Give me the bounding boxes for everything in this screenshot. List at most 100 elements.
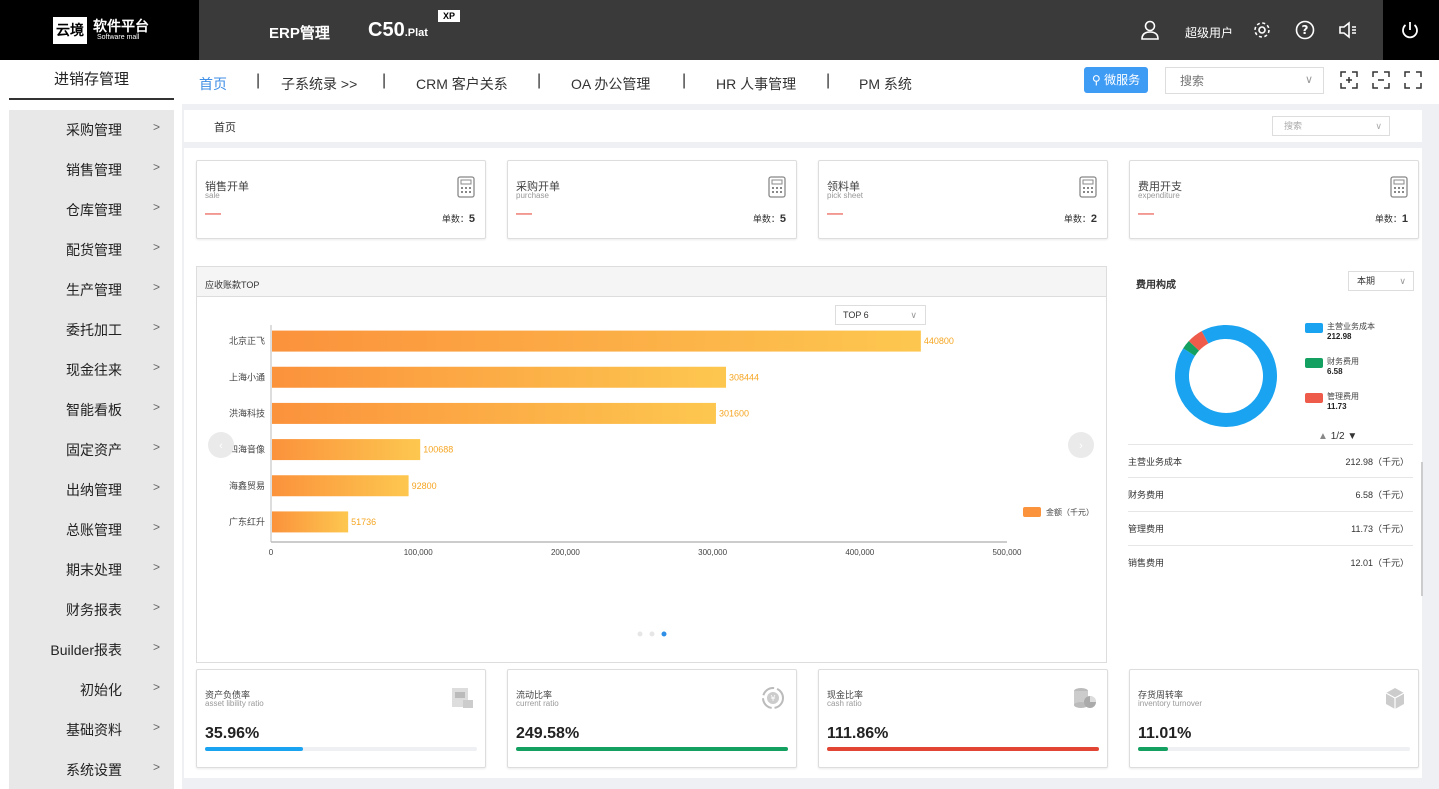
tab-crm[interactable]: CRM 客户关系 [416, 76, 508, 92]
sidebar-item-basic-data[interactable]: 基础资料 > [9, 710, 174, 750]
sidebar-item-fixed-assets[interactable]: 固定资产 > [9, 430, 174, 470]
erp-title[interactable]: ERP管理 [269, 25, 330, 42]
tab-pm[interactable]: PM 系统 [859, 76, 912, 92]
ratio-subtitle: cash ratio [827, 699, 862, 708]
period-select[interactable]: 本期 ∨ [1348, 271, 1414, 291]
calculator-icon [1079, 176, 1097, 198]
help-icon[interactable]: ? [1294, 19, 1316, 41]
sidebar-item-label: 智能看板 [66, 402, 122, 418]
sidebar-item-label: 系统设置 [66, 762, 122, 778]
fullscreen-icon[interactable] [1404, 71, 1422, 89]
stat-card-sale[interactable]: 销售开单 sale — 单数：5 [196, 160, 486, 239]
breadcrumb[interactable]: 首页 [214, 122, 236, 134]
user-icon[interactable] [1139, 19, 1161, 41]
sidebar-item-sales[interactable]: 销售管理 > [9, 150, 174, 190]
power-icon[interactable] [1399, 19, 1421, 41]
sidebar-title[interactable]: 进销存管理 [9, 60, 174, 100]
legend-name: 主营业务成本 [1327, 322, 1375, 331]
focus-icon[interactable] [1340, 71, 1358, 89]
logo-title: 软件平台 [93, 18, 149, 34]
sidebar-item-outsourcing[interactable]: 委托加工 > [9, 310, 174, 350]
sidebar-item-label: 仓库管理 [66, 202, 122, 218]
pager-down-icon[interactable]: ▼ [1347, 431, 1358, 442]
search-input[interactable] [1166, 68, 1286, 93]
sidebar: 进销存管理 采购管理 > 销售管理 > 仓库管理 > 配货管理 > 生产管理 > 委托加工… [0, 60, 182, 789]
top-n-select[interactable]: TOP 6 ∨ [835, 305, 926, 325]
sidebar-item-warehouse[interactable]: 仓库管理 > [9, 190, 174, 230]
sidebar-item-cashier[interactable]: 出纳管理 > [9, 470, 174, 510]
tab-hr[interactable]: HR 人事管理 [716, 76, 797, 92]
stat-count-label: 单数： [752, 214, 780, 224]
fee-list-scrollbar[interactable] [1421, 462, 1423, 596]
breadcrumb-search[interactable]: 搜索 ∨ [1272, 116, 1390, 136]
receivable-header: 应收账款TOP [197, 267, 1106, 297]
tab-subsystems[interactable]: 子系统录 >> [281, 76, 358, 92]
sidebar-item-dashboard[interactable]: 智能看板 > [9, 390, 174, 430]
ratio-card-asset-liability[interactable]: 资产负债率 asset libility ratio 35.96% [196, 669, 486, 768]
stat-card-purchase[interactable]: 采购开单 purchase — 单数：5 [507, 160, 797, 239]
sidebar-item-settings[interactable]: 系统设置 > [9, 750, 174, 789]
ratio-progress-fill [827, 747, 1099, 751]
ratio-progress-fill [205, 747, 303, 751]
carousel-prev-button [208, 432, 234, 458]
chevron-right-icon: > [153, 600, 161, 614]
tab-home[interactable]: 首页 [199, 76, 227, 92]
chevron-right-icon: > [153, 720, 161, 734]
bar [272, 511, 349, 533]
fee-composition-panel: 费用构成 本期 ∨ 主营业务成本 212.98 财务费用 6.58 管理费用 11… [1128, 266, 1423, 606]
ratio-card-inventory[interactable]: 存货周转率 inventory turnover 11.01% [1129, 669, 1419, 768]
tab-oa[interactable]: OA 办公管理 [571, 76, 651, 92]
ratio-progress [827, 747, 1099, 751]
sidebar-item-label: 生产管理 [66, 282, 122, 298]
micro-service-button[interactable]: ⚲ 微服务 [1084, 67, 1148, 93]
legend-swatch [1305, 358, 1323, 368]
sidebar-item-init[interactable]: 初始化 > [9, 670, 174, 710]
pager-up-icon[interactable]: ▲ [1318, 431, 1328, 442]
stat-dash: — [516, 205, 532, 222]
sidebar-item-cash[interactable]: 现金往来 > [9, 350, 174, 390]
sidebar-item-production[interactable]: 生产管理 > [9, 270, 174, 310]
donut-slice[interactable] [1188, 331, 1209, 351]
stat-count: 单数：5 [753, 212, 786, 225]
coins-chart-icon [1074, 688, 1096, 708]
sidebar-item-ledger[interactable]: 总账管理 > [9, 510, 174, 550]
pager-text: 1/2 [1330, 431, 1345, 442]
bar [272, 402, 716, 424]
stat-count-value: 5 [468, 213, 475, 225]
sidebar-item-financial-reports[interactable]: 财务报表 > [9, 590, 174, 630]
chevron-right-icon: > [153, 360, 161, 374]
shrink-icon[interactable] [1372, 71, 1390, 89]
speaker-icon[interactable] [1337, 19, 1359, 41]
balance-sheet-icon [452, 688, 473, 708]
sidebar-item-distribution[interactable]: 配货管理 > [9, 230, 174, 270]
stat-title: 采购开单 [516, 181, 560, 193]
stat-count: 单数：1 [1375, 212, 1408, 225]
stat-count-value: 2 [1090, 213, 1097, 225]
legend-pager: ▲ 1/2 ▼ [1318, 431, 1357, 442]
logo[interactable]: 云境 软件平台 Software mall [0, 0, 199, 60]
gear-icon[interactable] [1251, 19, 1273, 41]
stat-card-pick-sheet[interactable]: 领料单 pick sheet — 单数：2 [818, 160, 1108, 239]
ratio-subtitle: current ratio [516, 699, 559, 708]
donut-slice[interactable] [1183, 341, 1200, 356]
stat-card-expenditure[interactable]: 费用开支 expenditure — 单数：1 [1129, 160, 1419, 239]
stat-title: 领料单 [827, 181, 860, 193]
ratio-title: 存货周转率 [1138, 690, 1184, 700]
ratio-card-cash[interactable]: 现金比率 cash ratio 111.86% [818, 669, 1108, 768]
data-label: 308444 [729, 372, 759, 382]
sidebar-item-builder[interactable]: Builder报表 > [9, 630, 174, 670]
fee-row: 销售费用 12.01（千元） [1128, 546, 1413, 580]
sidebar-item-purchase[interactable]: 采购管理 > [9, 110, 174, 150]
sidebar-item-period-end[interactable]: 期末处理 > [9, 550, 174, 590]
user-name[interactable]: 超级用户 [1185, 26, 1234, 40]
sidebar-menu: 采购管理 > 销售管理 > 仓库管理 > 配货管理 > 生产管理 > 委托加工 > 现金往来… [9, 110, 174, 789]
fee-row-value: 11.73（千元） [1351, 524, 1409, 534]
chevron-down-icon[interactable]: ∨ [1304, 74, 1313, 86]
donut-slice[interactable] [1175, 325, 1277, 427]
fee-row-name: 主营业务成本 [1128, 457, 1183, 467]
ratio-card-current[interactable]: 流动比率 current ratio 249.58% ¥ [507, 669, 797, 768]
box-icon [1385, 688, 1405, 709]
calculator-icon [768, 176, 786, 198]
nav-separator: | [682, 72, 687, 89]
data-label: 301600 [719, 408, 749, 418]
